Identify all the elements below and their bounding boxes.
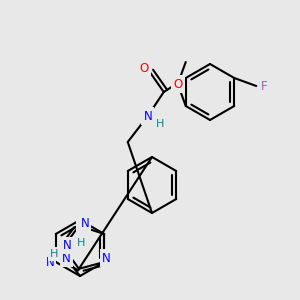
Text: N: N bbox=[143, 110, 152, 122]
Text: N: N bbox=[61, 251, 70, 265]
Text: N: N bbox=[45, 256, 54, 268]
Text: H: H bbox=[50, 249, 58, 259]
Text: N: N bbox=[102, 251, 111, 265]
Text: N: N bbox=[81, 217, 89, 230]
Text: O: O bbox=[139, 61, 148, 74]
Text: N: N bbox=[78, 218, 86, 230]
Text: O: O bbox=[173, 77, 182, 91]
Text: H: H bbox=[156, 119, 164, 129]
Text: N: N bbox=[63, 239, 72, 252]
Text: H: H bbox=[77, 238, 86, 248]
Text: F: F bbox=[261, 80, 268, 92]
Text: H: H bbox=[64, 239, 72, 249]
